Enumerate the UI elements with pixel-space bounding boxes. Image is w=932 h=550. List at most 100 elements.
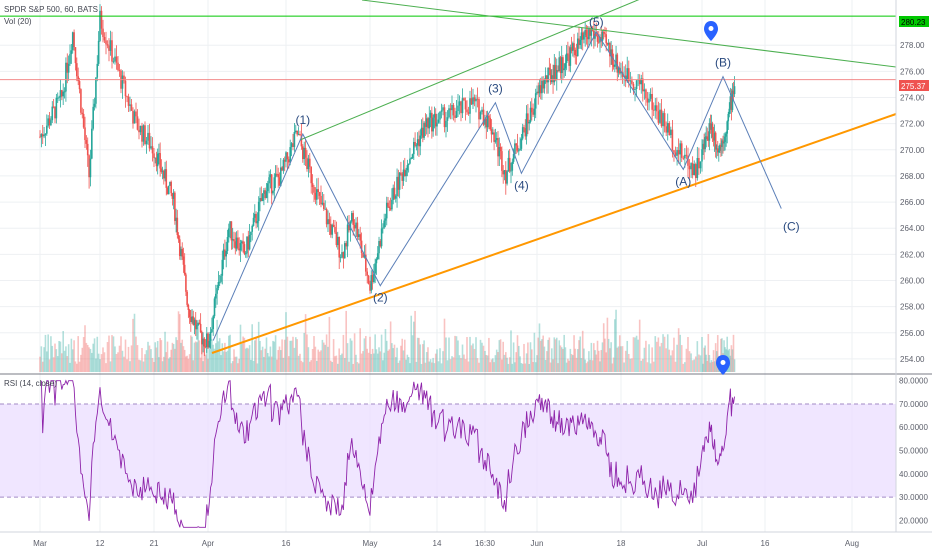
candle-body xyxy=(246,236,248,254)
candle-body xyxy=(696,158,699,179)
candle-body xyxy=(581,32,584,40)
candle-body xyxy=(547,67,549,83)
volume-bar xyxy=(499,339,502,372)
candle-body xyxy=(177,235,180,240)
volume-bar xyxy=(293,347,296,372)
volume-bar xyxy=(422,344,424,372)
volume-bar xyxy=(614,319,616,372)
candle-body xyxy=(237,237,239,249)
candle-body xyxy=(345,243,347,247)
candle-body xyxy=(324,208,326,210)
volume-bar xyxy=(172,344,175,372)
volume-bar xyxy=(538,323,541,372)
candle-body xyxy=(158,153,160,154)
wave-label: (C) xyxy=(783,220,800,234)
volume-bar xyxy=(401,338,404,372)
candle-body xyxy=(402,169,405,181)
candle-body xyxy=(512,154,515,162)
candle-body xyxy=(366,271,368,276)
volume-bar xyxy=(712,350,715,372)
volume-bar xyxy=(514,362,516,372)
candle-body xyxy=(317,189,319,193)
candle-body xyxy=(558,57,561,72)
volume-bar xyxy=(244,348,247,372)
volume-bar xyxy=(145,350,148,372)
candle-body xyxy=(167,185,170,195)
candle-body xyxy=(448,108,450,118)
candle-body xyxy=(50,120,52,126)
volume-bar xyxy=(506,357,508,372)
map-pin-icon[interactable] xyxy=(704,21,718,41)
volume-bar xyxy=(225,351,227,372)
candle-body xyxy=(529,107,532,123)
volume-bar xyxy=(711,361,714,372)
volume-bar xyxy=(67,344,70,372)
volume-bar xyxy=(615,309,617,372)
volume-bar xyxy=(186,355,188,372)
volume-bar xyxy=(581,330,584,372)
volume-bar xyxy=(492,358,494,372)
candle-body xyxy=(47,118,49,126)
volume-bar xyxy=(436,349,438,372)
candle-body xyxy=(671,129,674,151)
trendline-orange xyxy=(211,113,897,354)
rsi-tick-label: 60.0000 xyxy=(899,423,928,432)
volume-bar xyxy=(652,361,655,372)
volume-bar xyxy=(95,358,97,372)
volume-bar xyxy=(716,335,719,372)
candle-body xyxy=(654,105,657,111)
volume-bar xyxy=(202,361,204,372)
volume-bar xyxy=(510,330,512,372)
candle-body xyxy=(181,248,184,257)
volume-bar xyxy=(563,334,565,372)
candle-body xyxy=(39,136,41,138)
candle-body xyxy=(282,159,285,171)
volume-bar xyxy=(129,361,131,372)
volume-bar xyxy=(351,340,353,372)
volume-bar xyxy=(552,359,554,372)
volume-bar xyxy=(242,336,244,372)
candle-body xyxy=(123,75,125,81)
volume-bar xyxy=(409,363,411,372)
candle-body xyxy=(165,169,168,188)
candle-body xyxy=(97,40,100,64)
candle-body xyxy=(339,257,342,258)
volume-bar xyxy=(607,338,610,372)
candle-body xyxy=(677,150,680,155)
volume-bar xyxy=(238,358,240,372)
volume-bar xyxy=(680,345,683,372)
candle-body xyxy=(321,202,324,205)
candle-body xyxy=(81,112,84,114)
volume-bar xyxy=(352,363,354,372)
candle-body xyxy=(216,288,218,294)
candle-body xyxy=(662,113,664,127)
volume-bar xyxy=(175,337,177,372)
volume-bar xyxy=(278,346,281,372)
candle-body xyxy=(643,89,646,92)
volume-bar xyxy=(528,363,530,372)
volume-bar xyxy=(199,357,202,372)
candle-body xyxy=(164,169,166,179)
map-pin-icon[interactable] xyxy=(716,355,730,375)
volume-bar xyxy=(660,342,663,372)
candle-body xyxy=(99,10,101,41)
volume-bar xyxy=(241,343,243,372)
wave-label: (4) xyxy=(514,178,529,192)
candle-body xyxy=(362,253,364,258)
volume-bar xyxy=(39,356,41,372)
volume-bar xyxy=(80,354,82,372)
candle-body xyxy=(380,228,383,247)
volume-bar xyxy=(89,348,92,372)
volume-bar xyxy=(523,343,525,372)
volume-bar xyxy=(494,355,497,372)
candle-body xyxy=(594,34,596,39)
candle-body xyxy=(595,34,598,36)
candle-body xyxy=(171,193,174,199)
volume-bar xyxy=(59,341,62,372)
candle-body xyxy=(698,158,700,169)
candle-body xyxy=(497,137,499,157)
elliott-wave-path xyxy=(212,31,782,341)
volume-bar xyxy=(282,357,285,372)
